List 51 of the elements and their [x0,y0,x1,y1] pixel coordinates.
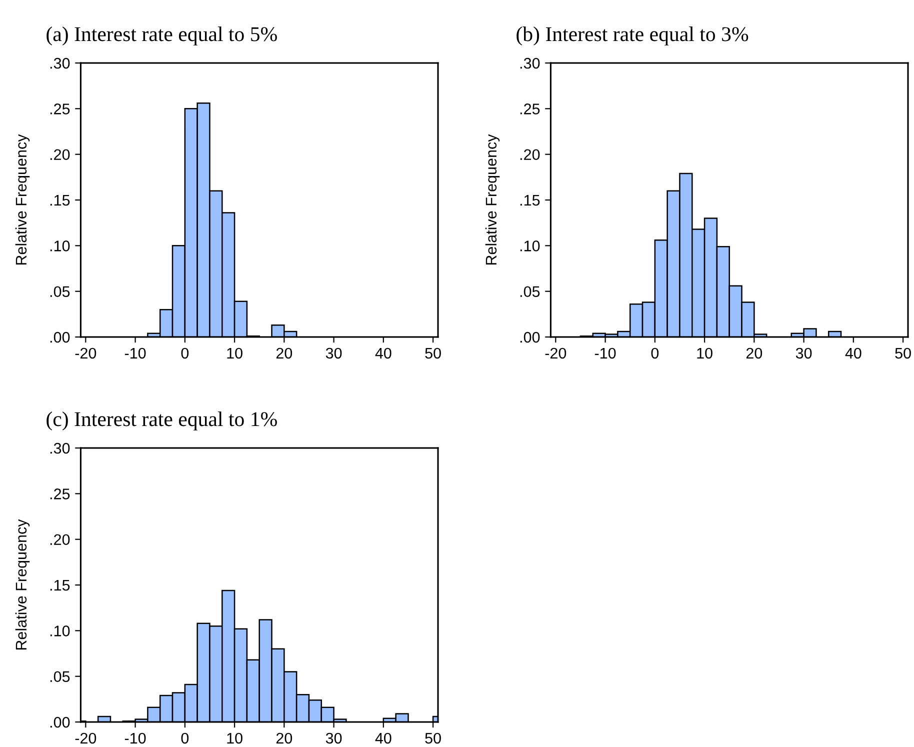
y-tick-label: .10 [520,240,540,252]
x-tick-label: 10 [227,348,242,359]
x-tick-label: 10 [227,732,242,744]
y-tick-label: .30 [50,58,70,69]
y-tick-label: .25 [50,488,70,500]
y-tick-label: .05 [50,286,70,298]
y-tick-label: .20 [50,149,70,160]
y-tick-label: .05 [50,671,70,682]
y-tick-label: .00 [520,332,540,343]
x-tick-label: 20 [746,348,762,359]
y-axis-title: Relative Frequency [15,519,30,650]
x-tick-label: 30 [326,732,342,744]
x-tick-label: -10 [124,348,146,359]
chart-title: (a) Interest rate equal to 5% [46,26,277,46]
y-tick-label: .25 [520,104,540,114]
x-tick-label: 0 [651,348,659,359]
x-tick-label: -10 [124,732,146,744]
y-tick-label: .10 [50,240,70,252]
x-tick-label: 40 [845,348,862,359]
x-tick-label: 50 [425,732,441,744]
chart-title: (b) Interest rate equal to 3% [516,26,748,46]
x-tick-label: 20 [276,732,292,744]
y-tick-label: .00 [50,332,70,343]
x-tick-label: 50 [425,348,441,359]
y-tick-label: .15 [50,195,70,206]
y-tick-label: .05 [520,286,540,298]
x-tick-label: 40 [375,348,392,359]
y-tick-label: .30 [520,58,540,69]
x-tick-label: -20 [545,348,566,359]
y-tick-label: .20 [50,534,70,546]
x-tick-label: -20 [75,348,96,359]
x-tick-label: 30 [796,348,812,359]
x-tick-label: 10 [697,348,712,359]
x-tick-label: -20 [75,732,96,744]
y-tick-label: .15 [50,580,70,591]
y-axis-title: Relative Frequency [15,134,30,265]
y-axis-title: Relative Frequency [485,134,500,265]
x-tick-label: 40 [375,732,392,744]
x-tick-label: 30 [326,348,342,359]
x-tick-label: 50 [895,348,911,359]
x-tick-label: 0 [181,348,189,359]
y-tick-label: .15 [520,195,540,206]
y-tick-label: .30 [50,442,70,454]
y-tick-label: .25 [50,104,70,114]
x-tick-label: 0 [181,732,189,744]
y-tick-label: .10 [50,626,70,636]
chart-title: (c) Interest rate equal to 1% [46,412,277,430]
y-tick-label: .00 [50,716,70,728]
y-tick-label: .20 [520,149,540,160]
x-tick-label: 20 [276,348,292,359]
x-tick-label: -10 [594,348,616,359]
